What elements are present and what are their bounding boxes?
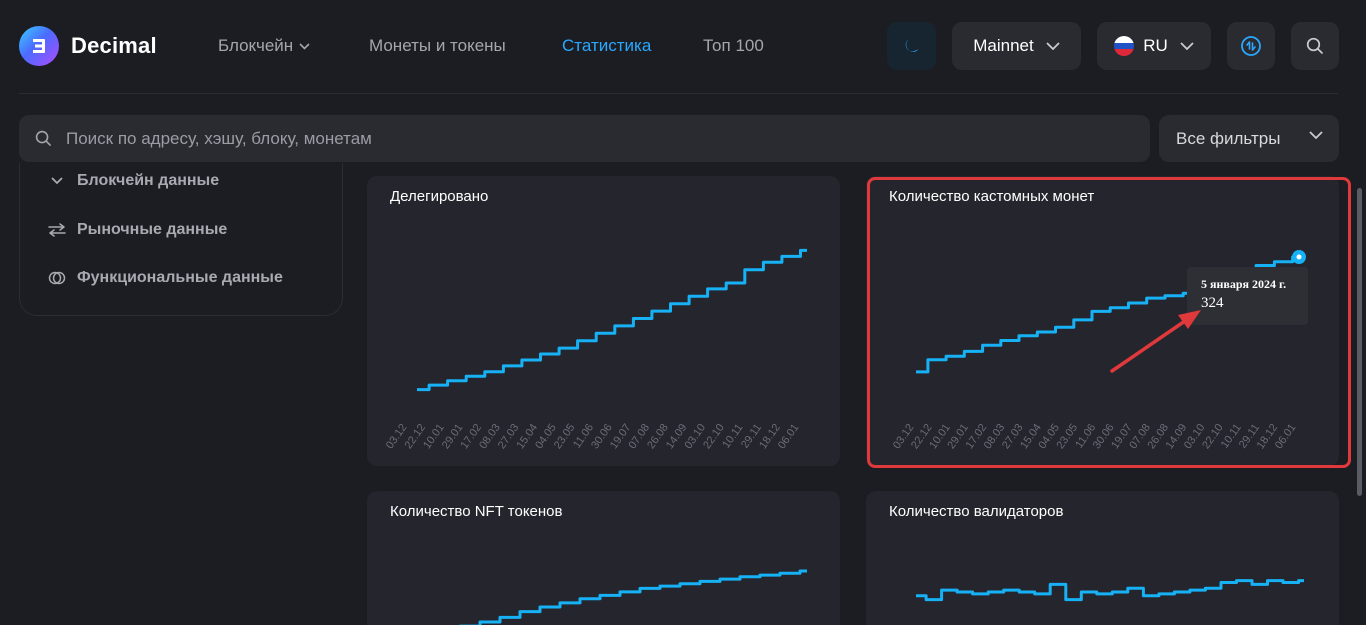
theme-toggle-button[interactable]: [887, 22, 936, 70]
brand-logo[interactable]: Decimal: [19, 26, 157, 66]
toggle-circles-icon: [47, 271, 67, 285]
chart-title: Делегировано: [390, 188, 489, 205]
moon-icon: [905, 39, 919, 52]
tooltip-point-center: [1296, 254, 1302, 260]
chevron-icon: [47, 177, 67, 185]
series-line: [916, 579, 1304, 602]
nav-statistics-label: Статистика: [562, 36, 652, 55]
validators-line-chart: [916, 579, 1304, 602]
network-label: Mainnet: [973, 36, 1034, 55]
sidebar-item-blockchain[interactable]: Блокчейн данные: [47, 172, 219, 190]
decimal-logo-icon: [19, 26, 59, 66]
nav-top-100[interactable]: Топ 100: [703, 36, 764, 56]
exchange-arrows-icon: [47, 223, 67, 237]
global-search: [19, 115, 1150, 162]
language-label: RU: [1143, 36, 1168, 55]
chevron-down-icon: [1309, 131, 1323, 139]
chart-card-nft: Количество NFT токенов: [367, 491, 840, 625]
russia-flag-icon: [1114, 36, 1135, 56]
nft-line-chart: [458, 569, 807, 625]
page-scrollbar[interactable]: [1357, 188, 1362, 496]
main-nav: Блокчейн Монеты и токены Статистика Топ …: [218, 36, 764, 56]
sidebar-item-functional[interactable]: Функциональные данные: [47, 269, 283, 287]
sidebar-item-market[interactable]: Рыночные данные: [47, 221, 227, 239]
chevron-down-icon: [299, 42, 310, 50]
sidebar-item-label: Рыночные данные: [77, 221, 228, 238]
nav-blockchain[interactable]: Блокчейн: [218, 36, 369, 56]
filters-label: Все фильтры: [1176, 128, 1281, 148]
chart-tooltip: 5 января 2024 г. 324: [1187, 267, 1308, 325]
swap-circle-icon: [1241, 36, 1261, 56]
statistics-sidebar: Блокчейн данные Рыночные данные Функцион…: [19, 163, 343, 316]
custom-coins-line-chart: 03.1222.1210.0129.0117.0208.0327.0315.04…: [891, 250, 1306, 451]
tooltip-value: 324: [1201, 295, 1224, 311]
chart-title: Количество NFT токенов: [390, 503, 563, 520]
network-selector[interactable]: Mainnet: [952, 22, 1081, 70]
sidebar-item-label: Блокчейн данные: [77, 172, 220, 189]
delegated-line-chart: 03.1222.1210.0129.0117.0208.0327.0315.04…: [384, 248, 807, 451]
search-input[interactable]: [66, 128, 1066, 149]
sidebar-item-label: Функциональные данные: [77, 269, 283, 286]
chart-card-custom-coins: Количество кастомных монет 03.12 22.12 10.…: [866, 176, 1339, 466]
chart-title: Количество валидаторов: [889, 503, 1064, 520]
x-tick-label: 22.10: [701, 422, 727, 451]
filters-dropdown[interactable]: Все фильтры: [1159, 115, 1339, 162]
nav-blockchain-label: Блокчейн: [218, 36, 294, 55]
x-tick-label: 06.01: [776, 422, 802, 451]
brand-name: Decimal: [71, 33, 157, 58]
header-divider: [19, 93, 1338, 94]
language-selector[interactable]: RU: [1097, 22, 1211, 70]
x-tick-label: 23.05: [552, 422, 578, 451]
series-line: [417, 248, 807, 392]
chart-card-delegated: Делегировано 03.12 22.12 10.01 29.01 17.02 08…: [367, 176, 840, 466]
nav-coins-tokens-label: Монеты и токены: [369, 36, 506, 55]
chart-title: Количество кастомных монет: [889, 188, 1095, 205]
search-icon: [1306, 37, 1323, 54]
series-line: [458, 569, 807, 625]
nav-top-100-label: Топ 100: [703, 36, 764, 55]
chart-card-validators: Количество валидаторов: [866, 491, 1339, 625]
nav-coins-tokens[interactable]: Монеты и токены: [369, 36, 562, 56]
chevron-down-icon: [1180, 42, 1194, 50]
chevron-down-icon: [1046, 42, 1060, 50]
nav-statistics[interactable]: Статистика: [562, 36, 703, 56]
tooltip-date: 5 января 2024 г.: [1201, 277, 1287, 291]
header-search-button[interactable]: [1291, 22, 1339, 70]
top-header: Decimal Блокчейн Монеты и токены Статист…: [0, 0, 1366, 94]
swap-button[interactable]: [1227, 22, 1275, 70]
search-icon: [35, 130, 52, 147]
